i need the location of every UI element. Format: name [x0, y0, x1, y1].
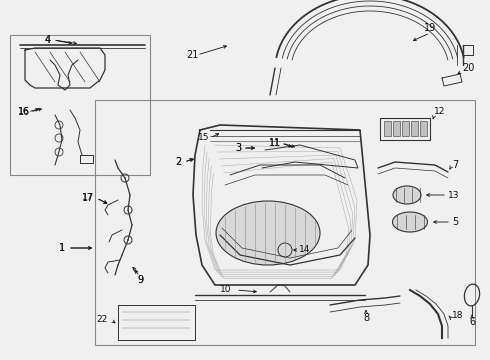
Bar: [402, 121, 409, 136]
Text: 19: 19: [424, 23, 436, 33]
Text: 17: 17: [82, 194, 94, 202]
Text: 9: 9: [137, 275, 143, 285]
Text: 16: 16: [18, 108, 29, 117]
Bar: [393, 121, 400, 136]
Text: 14: 14: [299, 246, 311, 255]
Bar: [384, 121, 391, 136]
Text: 6: 6: [469, 317, 475, 327]
Ellipse shape: [392, 212, 427, 232]
Text: 3: 3: [235, 143, 241, 153]
Text: 15: 15: [198, 134, 210, 143]
Text: 12: 12: [434, 108, 445, 117]
Text: 3: 3: [235, 143, 241, 153]
Text: 1: 1: [59, 243, 65, 253]
Bar: [95, 100, 475, 345]
Text: 13: 13: [448, 190, 460, 199]
Text: 2: 2: [175, 157, 181, 167]
Bar: [411, 121, 418, 136]
Text: 5: 5: [452, 217, 458, 227]
Text: 18: 18: [452, 311, 464, 320]
Text: 21: 21: [186, 50, 198, 60]
Text: 20: 20: [462, 63, 474, 73]
Text: 11: 11: [269, 138, 281, 148]
Text: 16: 16: [18, 107, 30, 117]
Ellipse shape: [393, 186, 421, 204]
Text: 22: 22: [97, 315, 108, 324]
Text: 9: 9: [137, 275, 143, 285]
Text: 17: 17: [82, 193, 94, 203]
Text: 4: 4: [45, 35, 51, 45]
Text: 7: 7: [452, 160, 458, 170]
Text: 8: 8: [363, 313, 369, 323]
Ellipse shape: [216, 201, 320, 265]
Text: 4: 4: [45, 35, 51, 45]
Bar: [10, 35, 150, 175]
Text: 11: 11: [269, 139, 281, 148]
Text: 1: 1: [59, 243, 65, 253]
Text: 2: 2: [175, 157, 181, 167]
Text: 10: 10: [220, 285, 232, 294]
Bar: [420, 121, 427, 136]
